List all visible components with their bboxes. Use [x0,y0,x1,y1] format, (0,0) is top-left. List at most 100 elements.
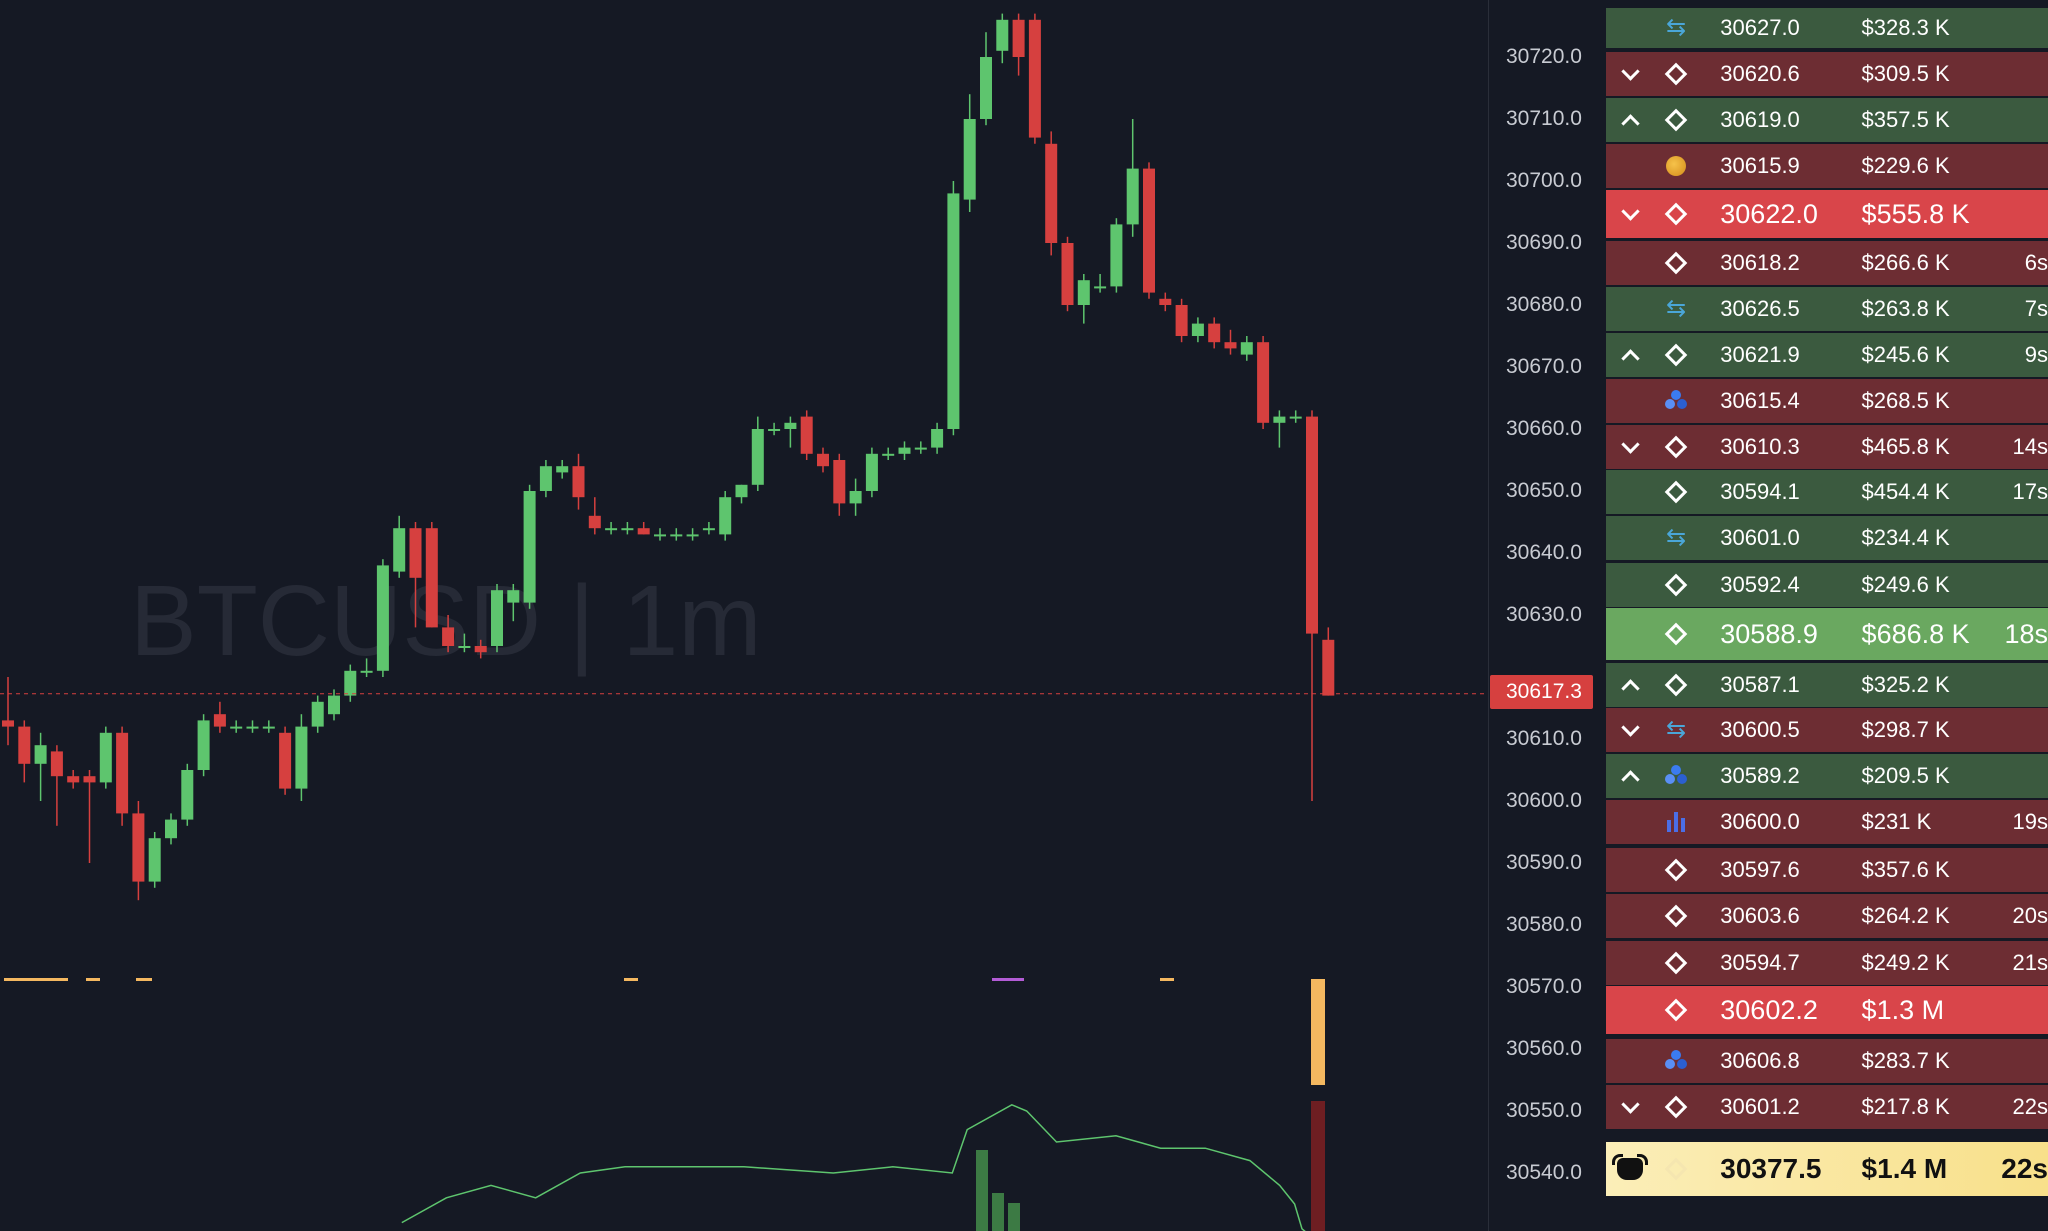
candle-body [1028,19,1041,138]
candle-body [1289,416,1302,419]
candle-body [572,466,585,498]
trade-row[interactable]: 30603.6 $264.2 K 20s [1606,894,2048,938]
volume-marker [86,978,100,981]
trade-row[interactable]: 30589.2 $209.5 K [1606,754,2048,798]
candle [165,813,177,845]
candle-body [376,565,389,671]
candle-body [523,491,536,603]
trade-row[interactable]: 30592.4 $249.6 K [1606,563,2048,607]
trade-price: 30602.2 [1720,994,1818,1025]
candle-body [1077,280,1090,305]
trade-row[interactable]: 30587.1 $325.2 K [1606,663,2048,707]
candle-body [409,528,422,578]
candle [751,416,764,491]
candle-body [670,534,683,537]
candle-body [328,695,340,715]
trade-age: 9s [2024,342,2048,367]
trade-row[interactable]: 30600.0 $231 K 19s [1606,800,2048,844]
volume-marker [992,978,1024,981]
candle-body [18,726,31,764]
candle-body [605,528,618,531]
trade-row[interactable]: 30606.8 $283.7 K [1606,1039,2048,1083]
candle-body [784,422,797,429]
trade-amount: $309.5 K [1861,61,1950,86]
trade-row[interactable]: 30594.1 $454.4 K 17s [1606,470,2048,514]
candle [344,664,357,702]
candle-body [1012,19,1025,57]
candle [328,689,340,721]
trade-row[interactable]: 30602.2 $1.3 M [1606,986,2048,1034]
trade-row[interactable]: 30615.9 $229.6 K [1606,144,2048,188]
trade-row[interactable]: ⇆ 30601.0 $234.4 K [1606,516,2048,560]
trade-row[interactable]: 30601.2 $217.8 K 22s [1606,1085,2048,1129]
candle-body [702,528,715,531]
trade-price: 30610.3 [1720,434,1800,459]
trade-row[interactable]: ⇆ 30600.5 $298.7 K [1606,708,2048,752]
trade-row[interactable]: 30621.9 $245.6 K 9s [1606,333,2048,377]
candle [865,447,878,498]
trade-row[interactable]: 30597.6 $357.6 K [1606,848,2048,892]
candle [442,615,455,653]
volume-bar [1008,1203,1020,1231]
trade-price: 30615.9 [1720,153,1800,178]
trade-price: 30592.4 [1720,572,1800,597]
price-tick: 30550.0 [1506,1099,1582,1122]
candle [702,522,715,535]
price-tick: 30580.0 [1506,913,1582,936]
trade-price: 30627.0 [1720,15,1800,40]
candle-body [181,770,194,820]
price-tick: 30560.0 [1506,1037,1582,1060]
candle [996,13,1009,64]
ex-binance-icon [1654,1095,1698,1119]
price-chart[interactable]: BTCUSD | 1m [0,0,1488,1231]
candle-body [1061,243,1074,305]
volume-marker [136,978,152,981]
trade-row[interactable]: 30594.7 $249.2 K 21s [1606,941,2048,985]
candle [1061,236,1074,312]
trade-amount: $465.8 K [1861,434,1950,459]
candle-body [1306,416,1318,634]
candle-body [344,670,357,696]
trade-row[interactable]: 30620.6 $309.5 K [1606,52,2048,96]
ex-binance-icon [1654,108,1698,132]
trade-row[interactable]: 30618.2 $266.6 K 6s [1606,241,2048,285]
chevron-down-icon [1606,201,1654,224]
candle-body [768,429,781,431]
volume-bar [992,1193,1004,1231]
price-tick: 30650.0 [1506,479,1582,502]
candle [670,528,683,541]
candle-body [83,776,96,783]
trade-row[interactable]: 30588.9 $686.8 K 18s [1606,608,2048,660]
ex-binance-icon [1654,343,1698,367]
candle-body [116,732,129,814]
trade-row[interactable]: ⇆ 30626.5 $263.8 K 7s [1606,287,2048,331]
candle [1028,13,1041,144]
aggregate-age: 22s [2001,1153,2048,1184]
chevron-down-icon [1606,1094,1654,1117]
trade-row[interactable]: 30622.0 $555.8 K [1606,190,2048,238]
trade-amount: $555.8 K [1861,198,1970,229]
trade-price: 30619.0 [1720,107,1800,132]
chevron-up-icon [1606,346,1654,368]
trade-row[interactable]: 30610.3 $465.8 K 14s [1606,425,2048,469]
trade-row[interactable]: 30615.4 $268.5 K [1606,379,2048,423]
candle-body [425,528,438,628]
trade-price: 30601.2 [1720,1094,1800,1119]
candle [1306,410,1318,801]
aggregate-row[interactable]: 30377.5 $1.4 M 22s [1606,1142,2048,1196]
trade-amount: $249.6 K [1861,572,1950,597]
candle [458,633,471,653]
price-tick: 30700.0 [1506,169,1582,192]
price-axis[interactable]: 30720.0 30710.0 30700.0 30690.0 30680.0 30670… [1488,0,1607,1231]
candle-body [262,726,275,729]
trade-feed[interactable]: ⇆ 30627.0 $328.3 K 30620.6 $309.5 K 30619.0 $3… [1606,0,2048,1231]
trade-row[interactable]: 30619.0 $357.5 K [1606,98,2048,142]
bull-icon [1606,1154,1654,1180]
candle-body [882,453,895,456]
candle [83,770,96,863]
candle [1094,274,1107,293]
trade-amount: $231 K [1861,809,1932,834]
candle-body [1045,143,1058,243]
chart-canvas[interactable]: BTCUSD | 1m [0,0,1488,1231]
trade-row[interactable]: ⇆ 30627.0 $328.3 K [1606,8,2048,48]
